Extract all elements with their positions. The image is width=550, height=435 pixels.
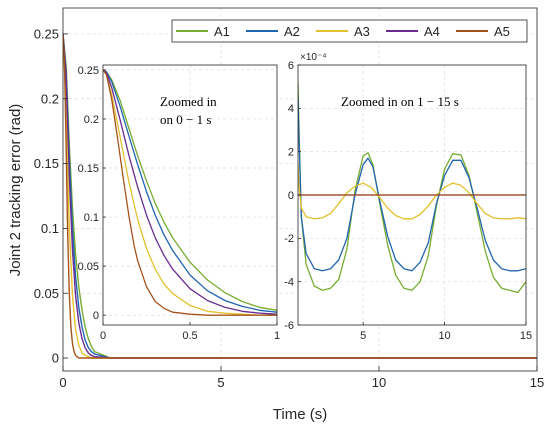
main-xtick-label: 5 [217,375,224,390]
inset-left-series-a2-line [103,69,277,313]
inset-right-annotation: Zoomed in on 1 − 15 s [341,94,459,109]
inset-right-xtick-label: 15 [520,330,532,342]
inset-right-series-a2-line [298,97,526,272]
inset-left-series-a3-line [103,69,277,316]
inset-left-annotation-line2: on 0 − 1 s [160,112,211,127]
inset-left-ytick-label: 0.1 [84,212,99,224]
legend-label-a1: A1 [214,24,230,39]
inset-left-ticks: 0 0.5 1 0 0.05 0.1 0.15 0.2 0.25 [78,65,280,342]
main-ytick-label: 0.1 [41,221,59,236]
inset-right-ytick-label: 4 [288,103,294,115]
inset-left-ytick-label: 0.15 [78,163,99,175]
inset-left-series-a1-line [103,69,277,311]
inset-left-xtick-label: 0.5 [182,330,197,342]
inset-left-series-a4-line [103,69,277,315]
main-ytick-label: 0 [52,351,59,366]
inset-right-ytick-label: 2 [288,147,294,159]
inset-right-ytick-label: -4 [284,277,294,289]
legend-label-a2: A2 [284,24,300,39]
inset-right-ytick-label: -6 [284,320,294,332]
inset-right-lines [298,82,526,294]
inset-left-xtick-label: 1 [274,330,280,342]
legend-label-a5: A5 [494,24,510,39]
inset-right-xtick-label: 5 [360,330,366,342]
inset-right-xtick-label: 10 [438,330,450,342]
main-ytick-label: 0.05 [34,286,59,301]
inset-right-axes: 5 10 15 -6 -4 -2 0 2 4 6 ×10⁻⁴ Zoomed in on 1 − 1… [284,52,532,342]
legend: A1 A2 A3 A4 A5 [171,19,528,43]
main-lines [63,33,537,359]
main-xlabel: Time (s) [273,406,327,423]
main-xtick-label: 15 [530,375,544,390]
inset-right-exponent-label: ×10⁻⁴ [300,52,327,63]
main-ytick-label: 0.15 [34,156,59,171]
main-axes-box [62,7,538,372]
main-ytick-label: 0.25 [34,26,59,41]
legend-label-a4: A4 [424,24,440,39]
main-xtick-label: 0 [59,375,66,390]
inset-right-ytick-label: 6 [288,60,294,72]
main-ytick-label: 0.2 [41,91,59,106]
main-series-a5-line [63,33,537,359]
inset-right-ticks: 5 10 15 -6 -4 -2 0 2 4 6 [284,60,532,342]
inset-right-series-a3-line [298,162,526,220]
inset-right-series-a1-line [298,82,526,294]
main-ylabel: Joint 2 tracking error (rad) [7,104,24,277]
main-xtick-label: 10 [372,375,386,390]
inset-left-ytick-label: 0 [93,310,99,322]
inset-left-annotation-line1: Zoomed in [160,94,217,109]
inset-left-series-a5-line [103,69,277,316]
inset-left-axes: 0 0.5 1 0 0.05 0.1 0.15 0.2 0.25 Zoomed in on 0 … [78,64,280,342]
inset-left-lines [103,69,277,316]
inset-right-ytick-label: -2 [284,233,294,245]
legend-entries: A1 A2 A3 A4 A5 [176,24,510,39]
inset-left-xtick-label: 0 [100,330,106,342]
legend-box [171,19,528,43]
inset-right-ytick-label: 0 [288,190,294,202]
main-series-a4-line [63,33,537,359]
inset-left-ytick-label: 0.05 [78,261,99,273]
inset-left-ytick-label: 0.2 [84,114,99,126]
legend-label-a3: A3 [354,24,370,39]
inset-left-ytick-label: 0.25 [78,65,99,77]
